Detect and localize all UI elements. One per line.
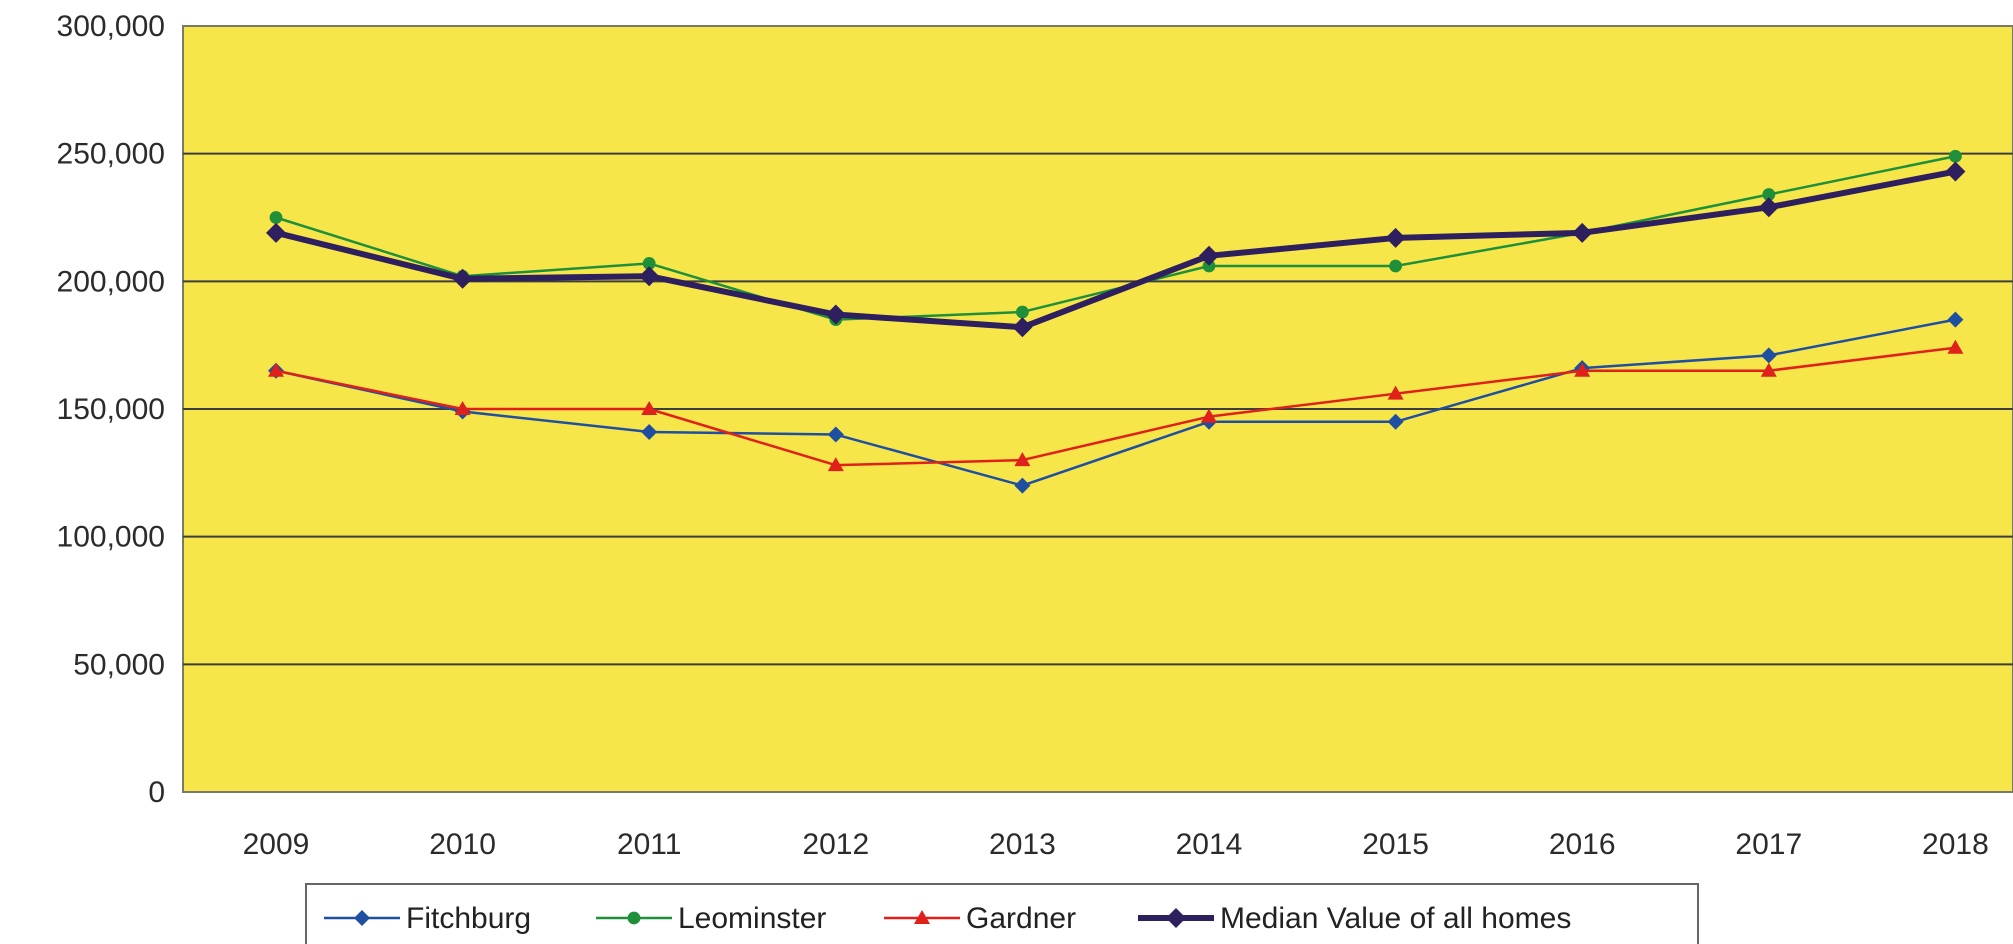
y-tick-label: 200,000: [57, 265, 165, 298]
point: [1758, 197, 1779, 218]
point: [268, 362, 284, 377]
legend-label: Gardner: [966, 902, 1076, 935]
point: [266, 222, 286, 243]
point: [1014, 477, 1031, 494]
series-layer: [266, 149, 1966, 494]
point: [1949, 149, 1962, 163]
x-axis: 2009 2010 2011 2012 2013 2014 2015 2016 2017 2018: [243, 828, 1989, 861]
y-axis: 0 50,000 100,000 150,000 200,000 250,000 300,0…: [57, 10, 165, 809]
point: [641, 423, 658, 440]
point: [825, 304, 846, 325]
point: [1014, 452, 1031, 467]
y-tick-label: 150,000: [57, 393, 165, 426]
point: [641, 401, 658, 415]
x-tick-label: 2018: [1922, 828, 1989, 861]
legend-item: Median Value of all homes: [1138, 902, 1571, 935]
point: [627, 911, 641, 925]
point: [1166, 908, 1186, 928]
point: [1016, 305, 1029, 319]
point: [1762, 188, 1776, 201]
point: [1387, 385, 1404, 400]
legend-label: Fitchburg: [406, 902, 531, 935]
series-line: [275, 346, 1956, 467]
point: [1199, 245, 1219, 266]
point: [1201, 408, 1217, 423]
y-tick-label: 300,000: [57, 10, 165, 43]
point: [1574, 362, 1591, 377]
point: [639, 266, 660, 287]
x-tick-label: 2014: [1176, 828, 1243, 861]
point: [642, 257, 656, 270]
x-tick-label: 2009: [243, 828, 310, 861]
y-tick-label: 250,000: [57, 138, 165, 171]
point: [1012, 317, 1033, 338]
point: [1387, 413, 1404, 430]
series-line: [275, 168, 1956, 331]
point: [1385, 227, 1406, 248]
x-tick-label: 2013: [989, 828, 1056, 861]
point: [1389, 259, 1402, 273]
point: [454, 401, 471, 415]
y-tick-label: 100,000: [57, 521, 165, 554]
point: [1947, 339, 1964, 354]
point: [827, 457, 844, 472]
point: [269, 211, 283, 224]
legend-box: [305, 883, 1699, 944]
point: [914, 910, 930, 924]
legend-item: Fitchburg: [324, 902, 531, 935]
legend-item: Gardner: [884, 902, 1076, 935]
point: [1760, 347, 1777, 364]
series-gardner: [268, 339, 1964, 472]
x-tick-label: 2016: [1549, 828, 1616, 861]
legend-label: Leominster: [678, 902, 826, 935]
point: [827, 426, 844, 443]
x-tick-label: 2017: [1735, 828, 1802, 861]
series-line: [275, 318, 1956, 487]
point: [1945, 161, 1966, 182]
legend: Fitchburg Leominster Gardner Median Value o…: [305, 883, 1699, 944]
point: [354, 910, 370, 926]
legend-label: Median Value of all homes: [1220, 902, 1571, 935]
legend-item: Leominster: [596, 902, 826, 935]
point: [452, 268, 473, 289]
point: [1760, 362, 1777, 377]
point: [1947, 311, 1964, 328]
y-tick-label: 50,000: [73, 648, 165, 681]
x-tick-label: 2010: [429, 828, 496, 861]
point: [1202, 259, 1216, 273]
point: [1572, 222, 1593, 243]
x-tick-label: 2012: [802, 828, 869, 861]
x-tick-label: 2015: [1362, 828, 1429, 861]
x-tick-label: 2011: [617, 828, 682, 861]
y-tick-label: 0: [148, 776, 165, 809]
series-median-value-of-all-homes: [266, 161, 1966, 338]
